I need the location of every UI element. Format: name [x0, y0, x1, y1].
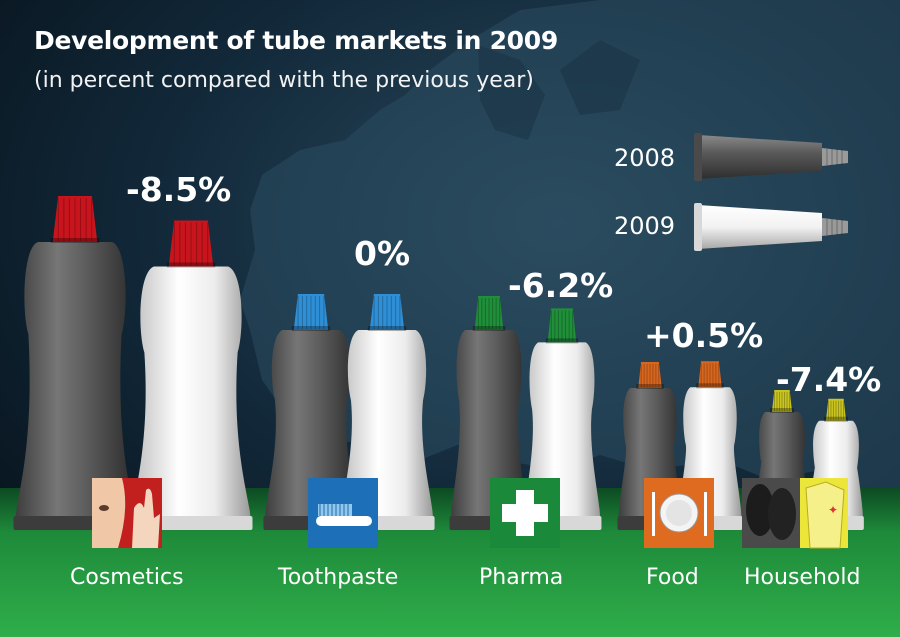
tube-2009-toothpaste-cap [369, 294, 405, 330]
tube-2008-household-cap [771, 390, 793, 412]
legend [694, 133, 848, 251]
change-label-toothpaste: 0% [354, 234, 411, 273]
tube-2009-household-cap [825, 398, 847, 421]
tube-2008-cosmetics-cap [52, 196, 98, 242]
category-label-cosmetics: Cosmetics [70, 565, 184, 590]
pharma-cross-icon [490, 478, 560, 548]
change-label-cosmetics: -8.5% [126, 170, 232, 209]
svg-text:✦: ✦ [828, 503, 838, 517]
category-label-food: Food [646, 565, 699, 590]
scandinavia-shape [478, 40, 640, 140]
category-label-toothpaste: Toothpaste [278, 565, 399, 590]
tube-2008-pharma-cap [474, 296, 504, 330]
legend-label-2009: 2009 [614, 212, 676, 240]
tube-2008-toothpaste-cap [293, 294, 329, 330]
legend-tube-2009 [694, 203, 848, 251]
category-label-household: Household [744, 565, 861, 590]
tube-2009-food-cap [698, 361, 722, 388]
plate-cutlery-icon [644, 478, 714, 548]
legend-tube-2008 [694, 133, 848, 181]
tube-2009-pharma-cap [547, 308, 577, 343]
change-label-food: +0.5% [644, 316, 764, 355]
chart-subtitle: (in percent compared with the previous y… [34, 68, 534, 93]
household-shirt-shoes-icon: ✦ [742, 478, 848, 549]
toothbrush-icon [308, 478, 378, 548]
change-label-household: -7.4% [776, 360, 882, 399]
tube-2008-food-cap [638, 362, 662, 388]
category-icons: ✦ [92, 478, 848, 549]
tube-2009-cosmetics-cap [168, 220, 214, 267]
chart-title: Development of tube markets in 2009 [34, 26, 558, 55]
legend-label-2008: 2008 [614, 144, 676, 172]
category-label-pharma: Pharma [479, 565, 564, 590]
change-label-pharma: -6.2% [508, 266, 614, 305]
tube-2008-toothpaste [263, 294, 359, 530]
cosmetics-icon [92, 478, 162, 548]
